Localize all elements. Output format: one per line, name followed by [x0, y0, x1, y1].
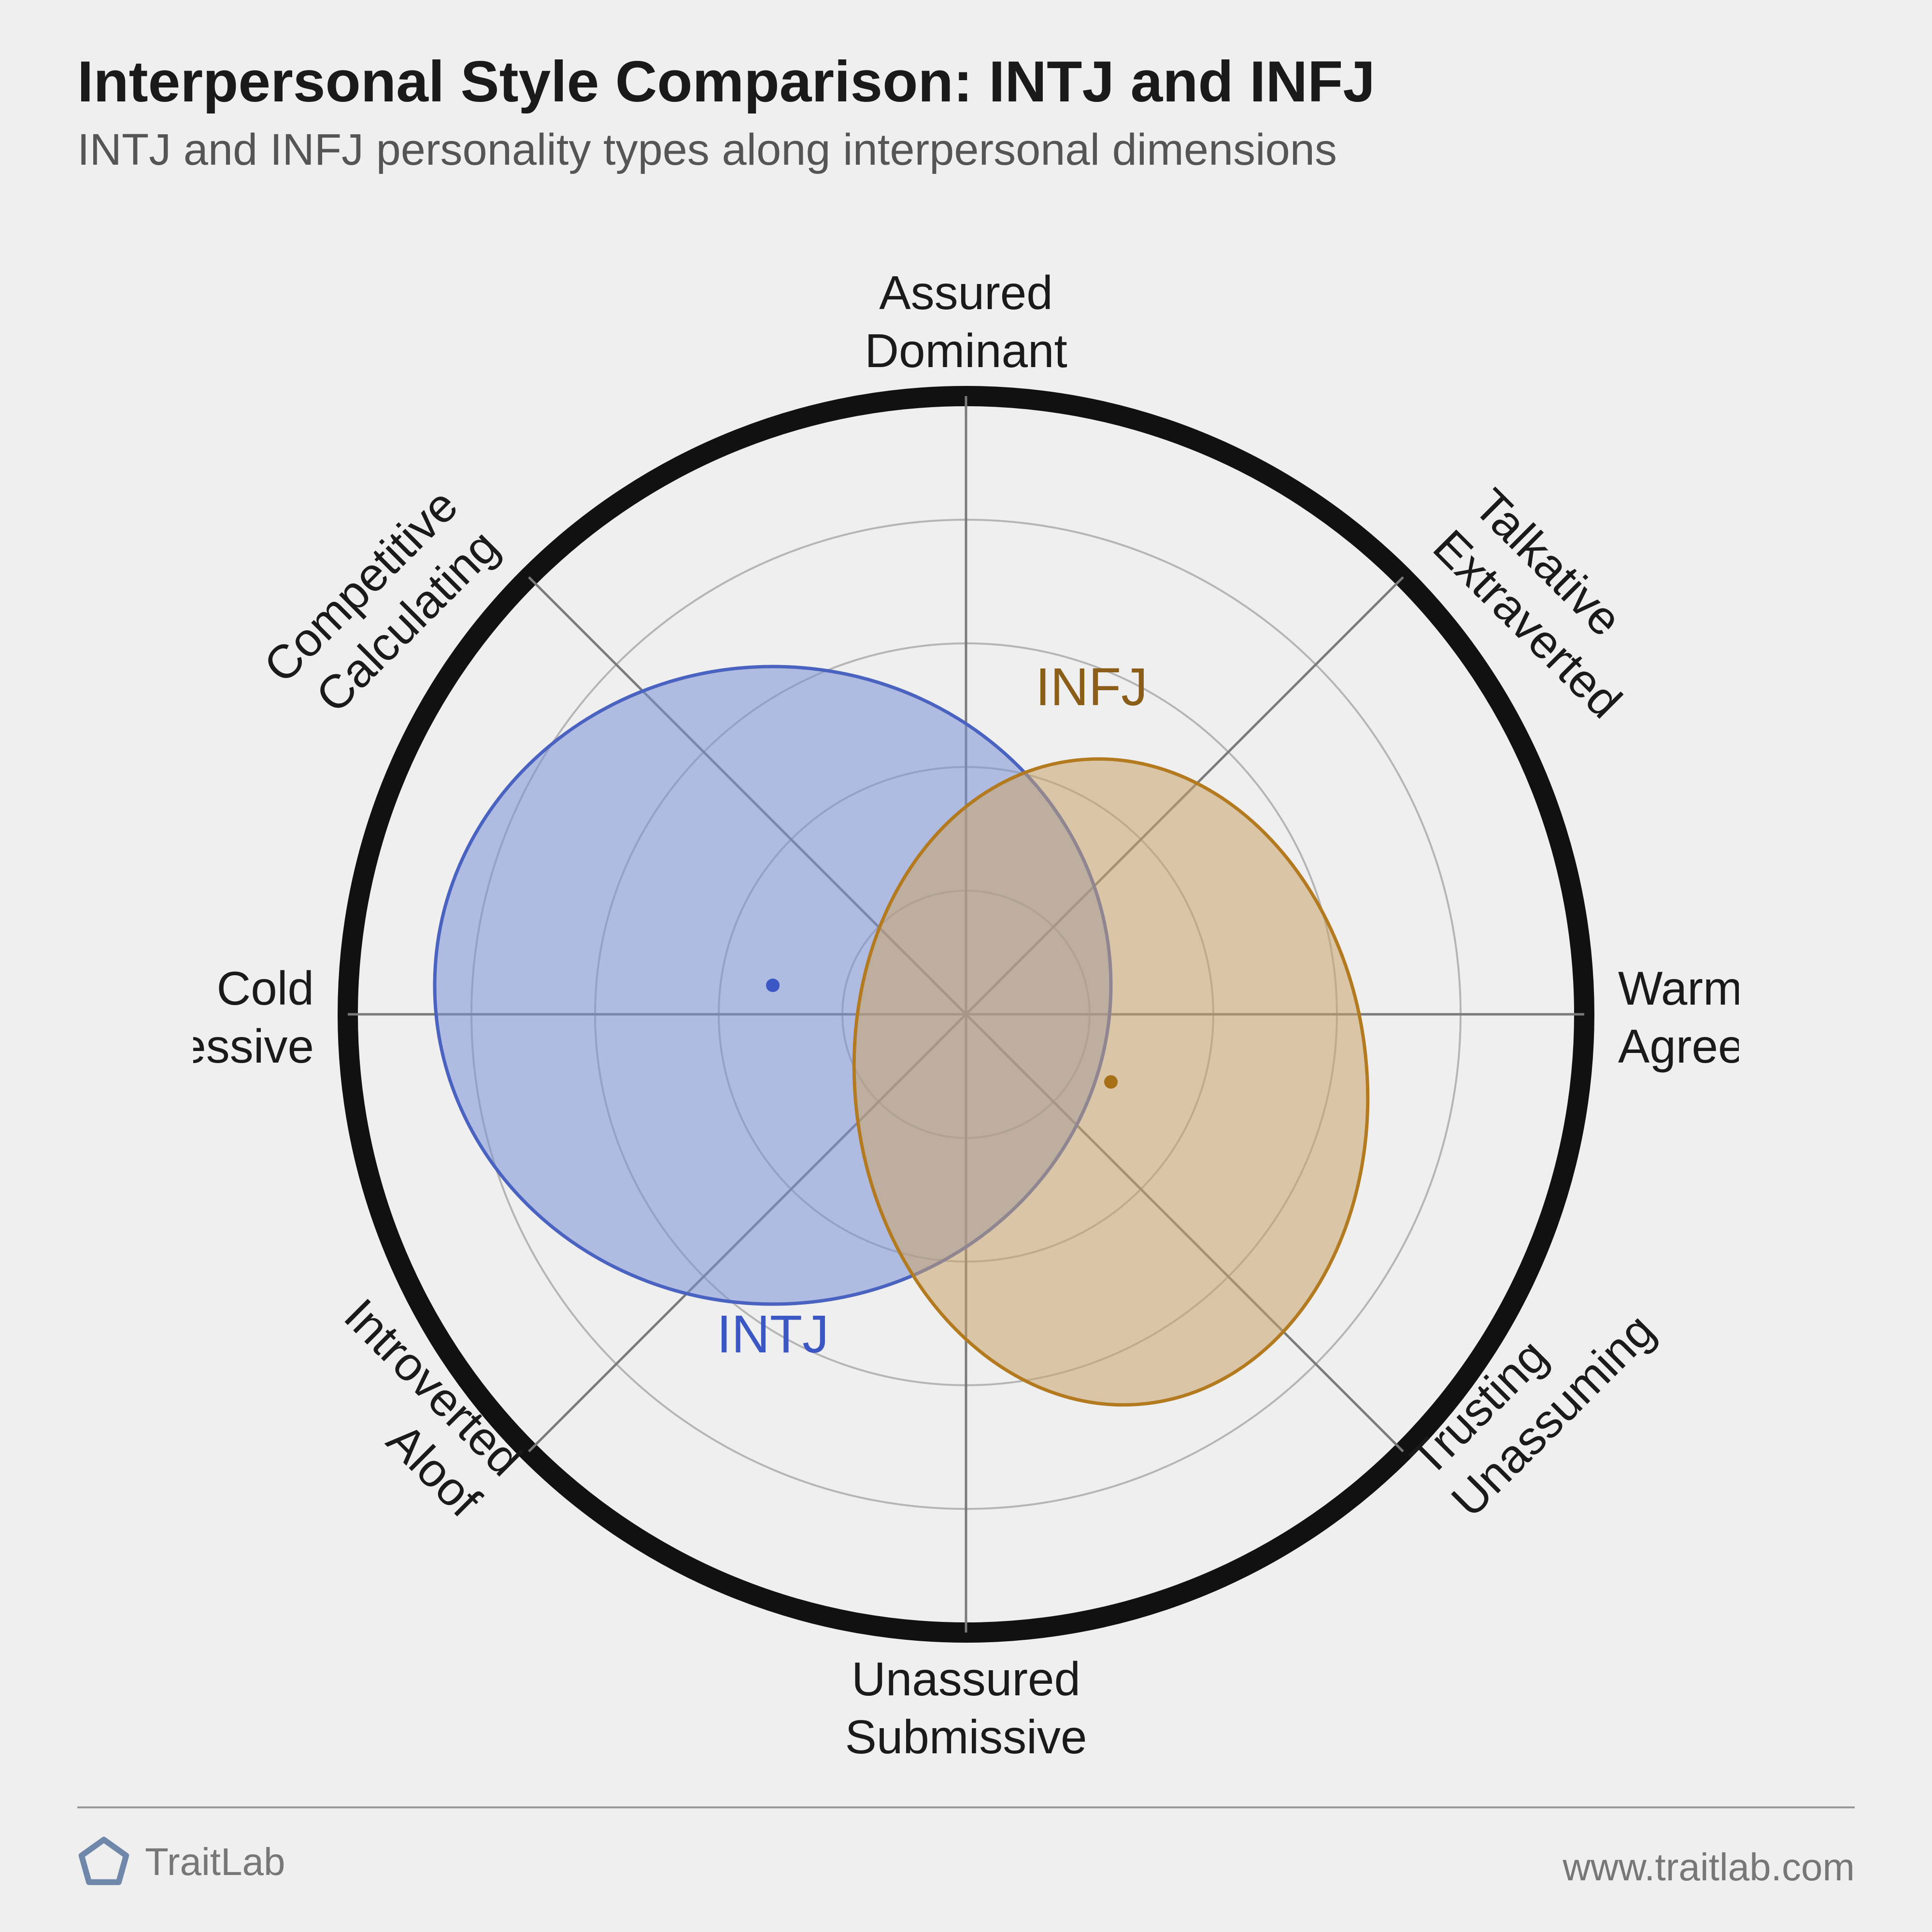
page-root: Interpersonal Style Comparison: INTJ and… — [0, 0, 1932, 1932]
axis-label: Unassured — [852, 1652, 1080, 1705]
axis-label: Submissive — [845, 1710, 1087, 1763]
axis-label: Assured — [879, 266, 1053, 319]
blob-label-intj: INTJ — [717, 1305, 829, 1364]
axis-label: Aggressive — [193, 1020, 314, 1073]
chart-subtitle: INTJ and INFJ personality types along in… — [77, 125, 1375, 175]
brand-block: TraitLab — [77, 1835, 285, 1889]
axis-label: Agreeable — [1618, 1020, 1739, 1073]
blob-center-dot — [1104, 1075, 1118, 1089]
axis-label: Cold — [216, 962, 314, 1015]
chart-container: INTJINFJDominantAssuredExtravertedTalkat… — [193, 242, 1739, 1787]
blob-center-dot — [766, 979, 780, 992]
title-block: Interpersonal Style Comparison: INTJ and… — [77, 48, 1375, 175]
brand-name: TraitLab — [145, 1840, 285, 1884]
source-url: www.traitlab.com — [1563, 1845, 1855, 1889]
circumplex-chart: INTJINFJDominantAssuredExtravertedTalkat… — [193, 242, 1739, 1787]
brand-logo-icon — [77, 1835, 130, 1889]
axis-label: Warm — [1618, 962, 1739, 1015]
footer-divider — [77, 1806, 1855, 1808]
axis-label: Dominant — [865, 324, 1067, 377]
chart-title: Interpersonal Style Comparison: INTJ and… — [77, 48, 1375, 115]
blob-label-infj: INFJ — [1036, 657, 1148, 717]
